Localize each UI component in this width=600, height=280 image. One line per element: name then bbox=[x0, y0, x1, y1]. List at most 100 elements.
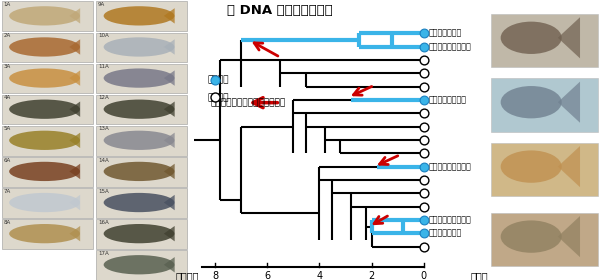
Polygon shape bbox=[69, 101, 80, 117]
Text: 14A: 14A bbox=[98, 158, 109, 162]
Ellipse shape bbox=[9, 131, 80, 150]
Point bbox=[419, 98, 428, 102]
Text: 9A: 9A bbox=[98, 2, 105, 7]
Text: シマヒレヨシノボリ: シマヒレヨシノボリ bbox=[429, 216, 472, 225]
Text: 百万年: 百万年 bbox=[471, 271, 488, 280]
Bar bbox=[97, 64, 187, 93]
Point bbox=[419, 191, 428, 195]
Polygon shape bbox=[69, 226, 80, 241]
Point bbox=[419, 151, 428, 156]
Ellipse shape bbox=[500, 150, 562, 183]
Text: 2A: 2A bbox=[4, 33, 11, 38]
Polygon shape bbox=[164, 8, 175, 24]
Bar bbox=[97, 188, 187, 218]
Ellipse shape bbox=[500, 22, 562, 54]
Ellipse shape bbox=[104, 131, 175, 150]
Bar bbox=[491, 213, 598, 266]
Ellipse shape bbox=[9, 100, 80, 119]
Point bbox=[419, 31, 428, 36]
Text: 12A: 12A bbox=[98, 95, 109, 100]
Polygon shape bbox=[558, 82, 580, 123]
Polygon shape bbox=[69, 70, 80, 86]
Polygon shape bbox=[69, 8, 80, 24]
Ellipse shape bbox=[104, 37, 175, 57]
Ellipse shape bbox=[104, 255, 175, 274]
Text: 2: 2 bbox=[368, 271, 375, 280]
Text: 6A: 6A bbox=[4, 158, 11, 162]
Bar bbox=[97, 250, 187, 280]
Bar bbox=[2, 32, 92, 62]
Text: 10A: 10A bbox=[98, 33, 109, 38]
Ellipse shape bbox=[104, 193, 175, 212]
Ellipse shape bbox=[9, 68, 80, 88]
Polygon shape bbox=[558, 216, 580, 257]
Text: アオバラヨシノボリ: アオバラヨシノボリ bbox=[429, 162, 472, 171]
Ellipse shape bbox=[500, 86, 562, 118]
Ellipse shape bbox=[9, 224, 80, 243]
Text: 8A: 8A bbox=[4, 220, 11, 225]
Ellipse shape bbox=[9, 37, 80, 57]
Text: ビワヨシノボリ: ビワヨシノボリ bbox=[429, 229, 462, 238]
Text: 15A: 15A bbox=[98, 189, 109, 194]
Bar bbox=[2, 219, 92, 249]
Point bbox=[419, 218, 428, 222]
Bar bbox=[97, 95, 187, 124]
Ellipse shape bbox=[104, 6, 175, 25]
Text: 1A: 1A bbox=[4, 2, 11, 7]
Text: 回遊性種: 回遊性種 bbox=[207, 93, 229, 102]
Bar bbox=[97, 219, 187, 249]
Point bbox=[419, 58, 428, 62]
Text: 分岐年代: 分岐年代 bbox=[176, 271, 199, 280]
Point bbox=[419, 178, 428, 182]
Ellipse shape bbox=[104, 100, 175, 119]
Text: 5A: 5A bbox=[4, 126, 11, 131]
Point bbox=[419, 204, 428, 209]
Bar bbox=[2, 157, 92, 187]
Text: 0: 0 bbox=[421, 271, 427, 280]
Point bbox=[419, 85, 428, 89]
Point bbox=[419, 111, 428, 116]
Text: 16A: 16A bbox=[98, 220, 109, 225]
Polygon shape bbox=[164, 257, 175, 272]
Polygon shape bbox=[69, 133, 80, 148]
Point bbox=[419, 164, 428, 169]
Text: 4: 4 bbox=[316, 271, 322, 280]
Bar bbox=[491, 143, 598, 196]
Point bbox=[419, 124, 428, 129]
Text: 7A: 7A bbox=[4, 189, 11, 194]
Text: カワヨシノボリ: カワヨシノボリ bbox=[429, 29, 462, 38]
Ellipse shape bbox=[9, 6, 80, 25]
Point bbox=[419, 231, 428, 235]
Ellipse shape bbox=[104, 224, 175, 243]
Bar bbox=[491, 14, 598, 67]
Polygon shape bbox=[164, 226, 175, 241]
Bar bbox=[2, 95, 92, 124]
Text: 13A: 13A bbox=[98, 126, 109, 131]
Point bbox=[210, 78, 220, 82]
Polygon shape bbox=[69, 39, 80, 55]
Polygon shape bbox=[164, 195, 175, 210]
Point bbox=[419, 138, 428, 142]
Bar bbox=[2, 188, 92, 218]
Bar bbox=[491, 78, 598, 132]
Polygon shape bbox=[558, 17, 580, 59]
Bar bbox=[97, 1, 187, 31]
Polygon shape bbox=[164, 133, 175, 148]
Text: トウカイヨシノボリ: トウカイヨシノボリ bbox=[429, 42, 472, 51]
Text: キバラヨシノボリ: キバラヨシノボリ bbox=[429, 95, 467, 104]
Polygon shape bbox=[164, 70, 175, 86]
Text: 6: 6 bbox=[264, 271, 271, 280]
Text: 4A: 4A bbox=[4, 95, 11, 100]
Text: 核 DNA に基づく系統樹: 核 DNA に基づく系統樹 bbox=[227, 4, 333, 17]
Point bbox=[210, 95, 220, 100]
Ellipse shape bbox=[9, 193, 80, 212]
Bar bbox=[97, 157, 187, 187]
Bar bbox=[97, 32, 187, 62]
Point bbox=[419, 45, 428, 49]
Text: 17A: 17A bbox=[98, 251, 109, 256]
Polygon shape bbox=[558, 146, 580, 187]
Polygon shape bbox=[164, 39, 175, 55]
Polygon shape bbox=[164, 164, 175, 179]
Ellipse shape bbox=[500, 220, 562, 253]
Text: 8: 8 bbox=[212, 271, 218, 280]
